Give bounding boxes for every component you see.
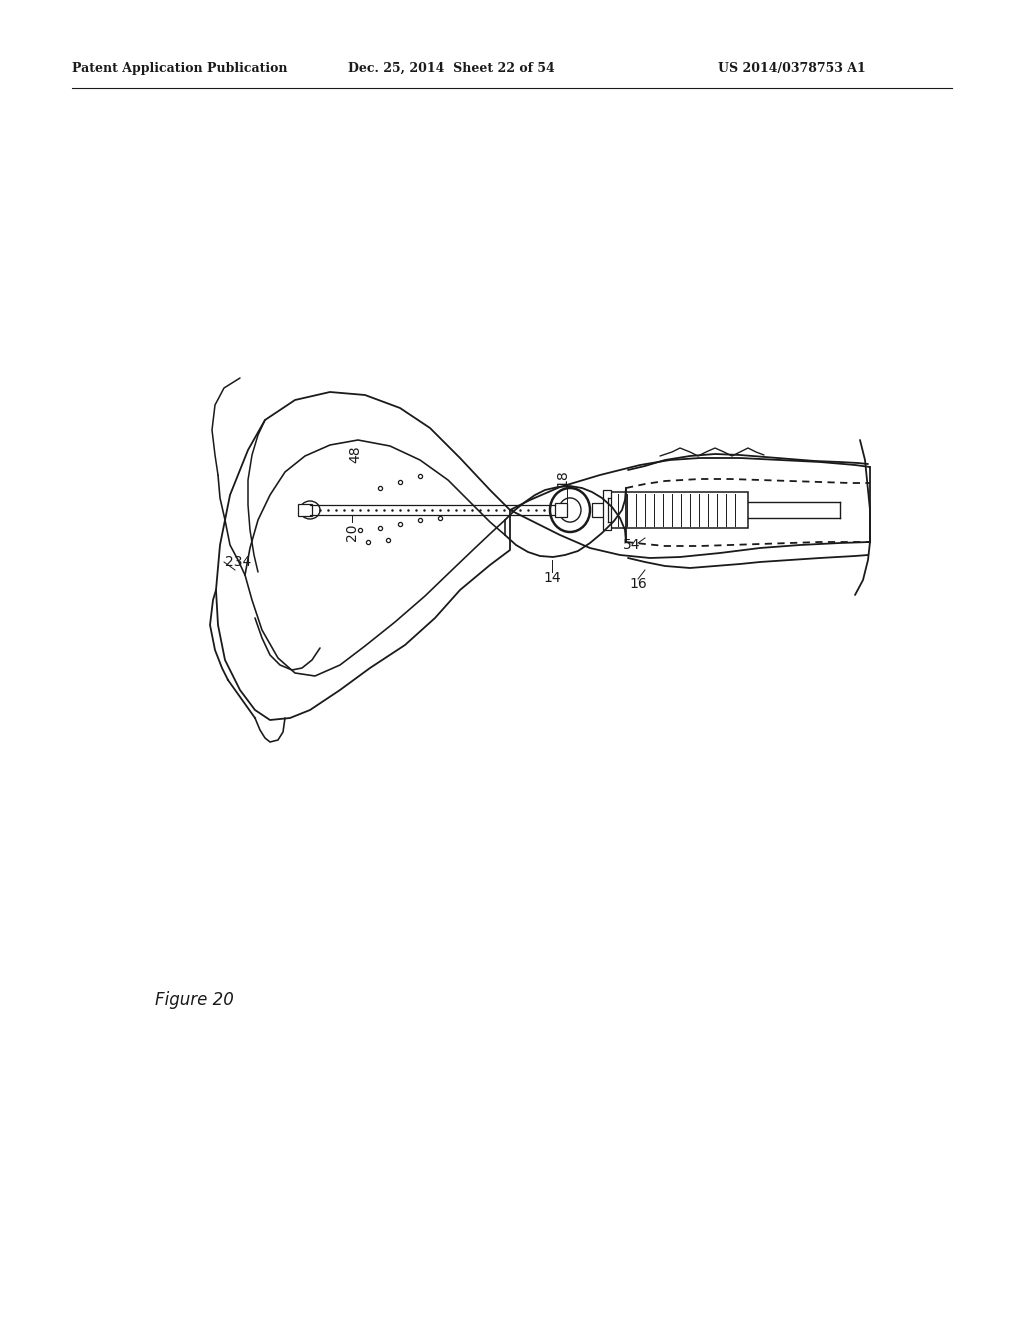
Text: Patent Application Publication: Patent Application Publication bbox=[72, 62, 288, 75]
Text: 20: 20 bbox=[345, 523, 359, 541]
Bar bbox=[592, 503, 604, 517]
Bar bbox=[603, 490, 611, 531]
Text: 54: 54 bbox=[624, 539, 641, 552]
Text: 234: 234 bbox=[225, 554, 251, 569]
Text: Dec. 25, 2014  Sheet 22 of 54: Dec. 25, 2014 Sheet 22 of 54 bbox=[348, 62, 555, 75]
Text: 14: 14 bbox=[543, 572, 561, 585]
Text: 18: 18 bbox=[555, 469, 569, 487]
Text: 16: 16 bbox=[629, 577, 647, 591]
Bar bbox=[610, 492, 748, 528]
Bar bbox=[555, 503, 567, 517]
Text: US 2014/0378753 A1: US 2014/0378753 A1 bbox=[718, 62, 865, 75]
Text: Figure 20: Figure 20 bbox=[155, 991, 233, 1008]
Text: 48: 48 bbox=[348, 445, 362, 463]
Bar bbox=[298, 504, 312, 516]
